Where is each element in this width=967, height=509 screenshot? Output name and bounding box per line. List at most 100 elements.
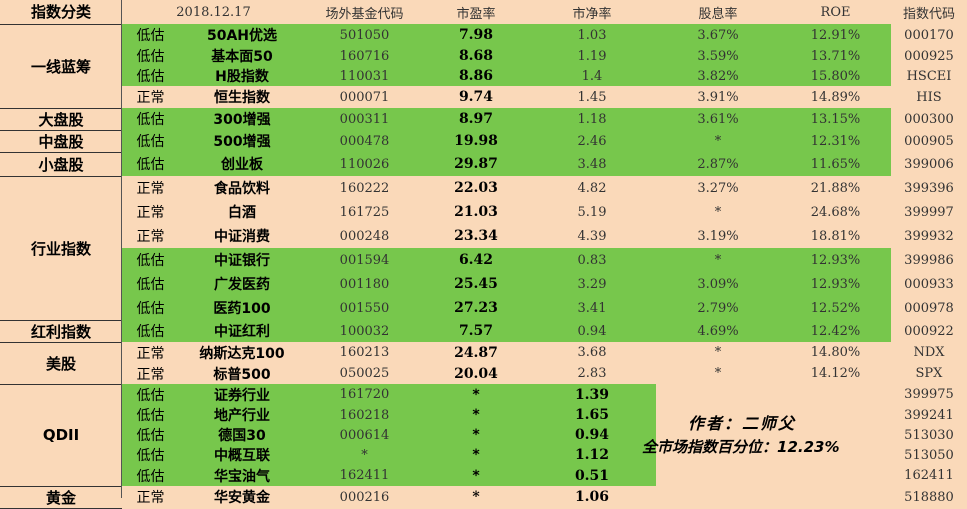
table-row: 低估 德国30 000614 * 0.94 513030 (0, 425, 967, 445)
status-cell: 低估 (122, 405, 179, 425)
table-row: 一线蓝筹 低估 50AH优选 501050 7.98 1.03 3.67% 12… (0, 23, 967, 109)
dividend-cell: 4.69% (656, 320, 780, 342)
roe-cell (780, 465, 891, 486)
table-row: 红利指数 低估 中证红利 100032 7.57 0.94 4.69% 12.4… (0, 319, 967, 343)
author-note: 作者：二师父 (688, 414, 797, 433)
index-code-cell: 513050 (904, 447, 954, 463)
status-cell: 低估 (122, 320, 179, 342)
index-code-cell: 399997 (904, 204, 954, 220)
roe-cell: 12.93% (780, 272, 891, 296)
status-cell: 正常 (136, 229, 165, 245)
pe-cell: 20.04 (454, 365, 498, 382)
fund-code-cell: 161725 (339, 204, 390, 220)
pe-cell: * (424, 465, 528, 486)
roe-cell: 13.15% (780, 108, 891, 130)
table-row: 正常 恒生指数 000071 9.74 1.45 3.91% 14.89% HI… (0, 86, 967, 108)
pb-cell: 0.94 (528, 320, 656, 342)
index-code-cell: 000905 (904, 133, 954, 149)
index-name-cell: 食品饮料 (214, 181, 270, 197)
roe-cell: 18.81% (810, 228, 861, 244)
category-label: 红利指数 (0, 319, 122, 343)
pe-cell: 23.34 (454, 228, 498, 244)
dividend-cell: * (656, 130, 780, 152)
dividend-cell (656, 465, 780, 486)
index-name-cell: 300增强 (179, 108, 305, 130)
index-name-cell: 中证银行 (179, 248, 305, 272)
index-name-cell: 白酒 (228, 205, 256, 221)
index-name-cell: 地产行业 (179, 405, 305, 425)
dividend-cell: 3.09% (656, 272, 780, 296)
index-name-cell: 德国30 (179, 425, 305, 445)
header-pe: 市盈率 (456, 6, 496, 22)
fund-code-cell: 000478 (305, 130, 424, 152)
fund-code-cell: 161720 (305, 384, 424, 405)
pb-cell: 3.41 (528, 296, 656, 320)
status-cell: 低估 (122, 66, 179, 86)
table-row: 低估 中概互联 * * 1.12 513050 (0, 445, 967, 465)
pb-cell: 1.19 (528, 46, 656, 66)
index-name-cell: 中证消费 (214, 229, 270, 245)
dividend-cell: * (714, 345, 722, 360)
fund-code-cell: 000071 (339, 89, 390, 105)
pb-cell: 3.68 (577, 345, 607, 360)
index-name-cell: 基本面50 (179, 46, 305, 66)
pe-cell: * (424, 445, 528, 465)
table-row: 低估 华宝油气 162411 * 0.51 162411 (0, 465, 967, 486)
pb-cell: 1.4 (528, 66, 656, 86)
status-cell: 正常 (136, 181, 165, 197)
status-cell: 正常 (136, 366, 165, 383)
roe-cell: 11.65% (780, 152, 891, 176)
dividend-cell: 3.91% (697, 89, 739, 105)
table-row: 低估 H股指数 110031 8.86 1.4 3.82% 15.80% HSC… (0, 66, 967, 86)
roe-cell (780, 486, 891, 508)
roe-cell: 21.88% (810, 180, 861, 196)
pb-cell: 0.51 (528, 465, 656, 486)
index-code-cell: HSCEI (906, 68, 952, 84)
pe-cell: 7.98 (424, 24, 528, 46)
status-cell: 低估 (122, 24, 179, 46)
index-code-cell: 000925 (904, 48, 954, 64)
pb-cell: 1.45 (577, 89, 607, 105)
status-cell: 低估 (122, 152, 179, 176)
status-cell: 正常 (136, 490, 165, 506)
dividend-cell: 2.87% (656, 152, 780, 176)
fund-code-cell: 001550 (305, 296, 424, 320)
pb-cell: 1.12 (528, 445, 656, 465)
fund-code-cell: 000248 (339, 228, 390, 244)
category-label: QDII (0, 383, 122, 487)
table-row: 低估 地产行业 160218 * 1.65 399241 (0, 405, 967, 425)
index-code-cell: 399006 (904, 156, 954, 172)
pe-cell: * (424, 405, 528, 425)
fund-code-cell: 000216 (339, 489, 390, 505)
table-row: 小盘股 低估 创业板 110026 29.87 3.48 2.87% 11.65… (0, 151, 967, 177)
dividend-cell: * (714, 204, 722, 220)
index-code-cell: 399241 (904, 407, 954, 423)
pe-cell: 19.98 (424, 130, 528, 152)
pe-cell: 29.87 (424, 152, 528, 176)
pe-cell: 24.87 (454, 344, 498, 361)
pe-cell: 22.03 (454, 180, 498, 196)
dividend-cell: 3.82% (656, 66, 780, 86)
pb-cell: 1.18 (528, 108, 656, 130)
pb-cell: 2.83 (577, 366, 607, 381)
roe-cell (780, 405, 891, 425)
market-percentile-note: 全市场指数百分位：12.23% (642, 438, 840, 456)
dividend-cell (656, 486, 780, 508)
category-label: 美股 (0, 341, 122, 385)
index-name-cell: H股指数 (179, 66, 305, 86)
index-name-cell: 恒生指数 (214, 90, 270, 106)
table-row: 中盘股 低估 500增强 000478 19.98 2.46 * 12.31% … (0, 129, 967, 153)
roe-cell: 13.71% (780, 46, 891, 66)
pb-cell: 2.46 (528, 130, 656, 152)
status-cell: 低估 (122, 425, 179, 445)
fund-code-cell: 100032 (305, 320, 424, 342)
dividend-cell (656, 384, 780, 405)
category-label: 黄金 (0, 485, 122, 509)
category-label: 行业指数 (0, 175, 122, 321)
index-code-cell: 399986 (904, 252, 954, 268)
header-date: 2018.12.17 (176, 4, 251, 20)
index-name-cell: 纳斯达克100 (199, 345, 285, 362)
index-name-cell: 创业板 (179, 152, 305, 176)
index-code-cell: HIS (916, 89, 942, 105)
pe-cell: 8.86 (424, 66, 528, 86)
